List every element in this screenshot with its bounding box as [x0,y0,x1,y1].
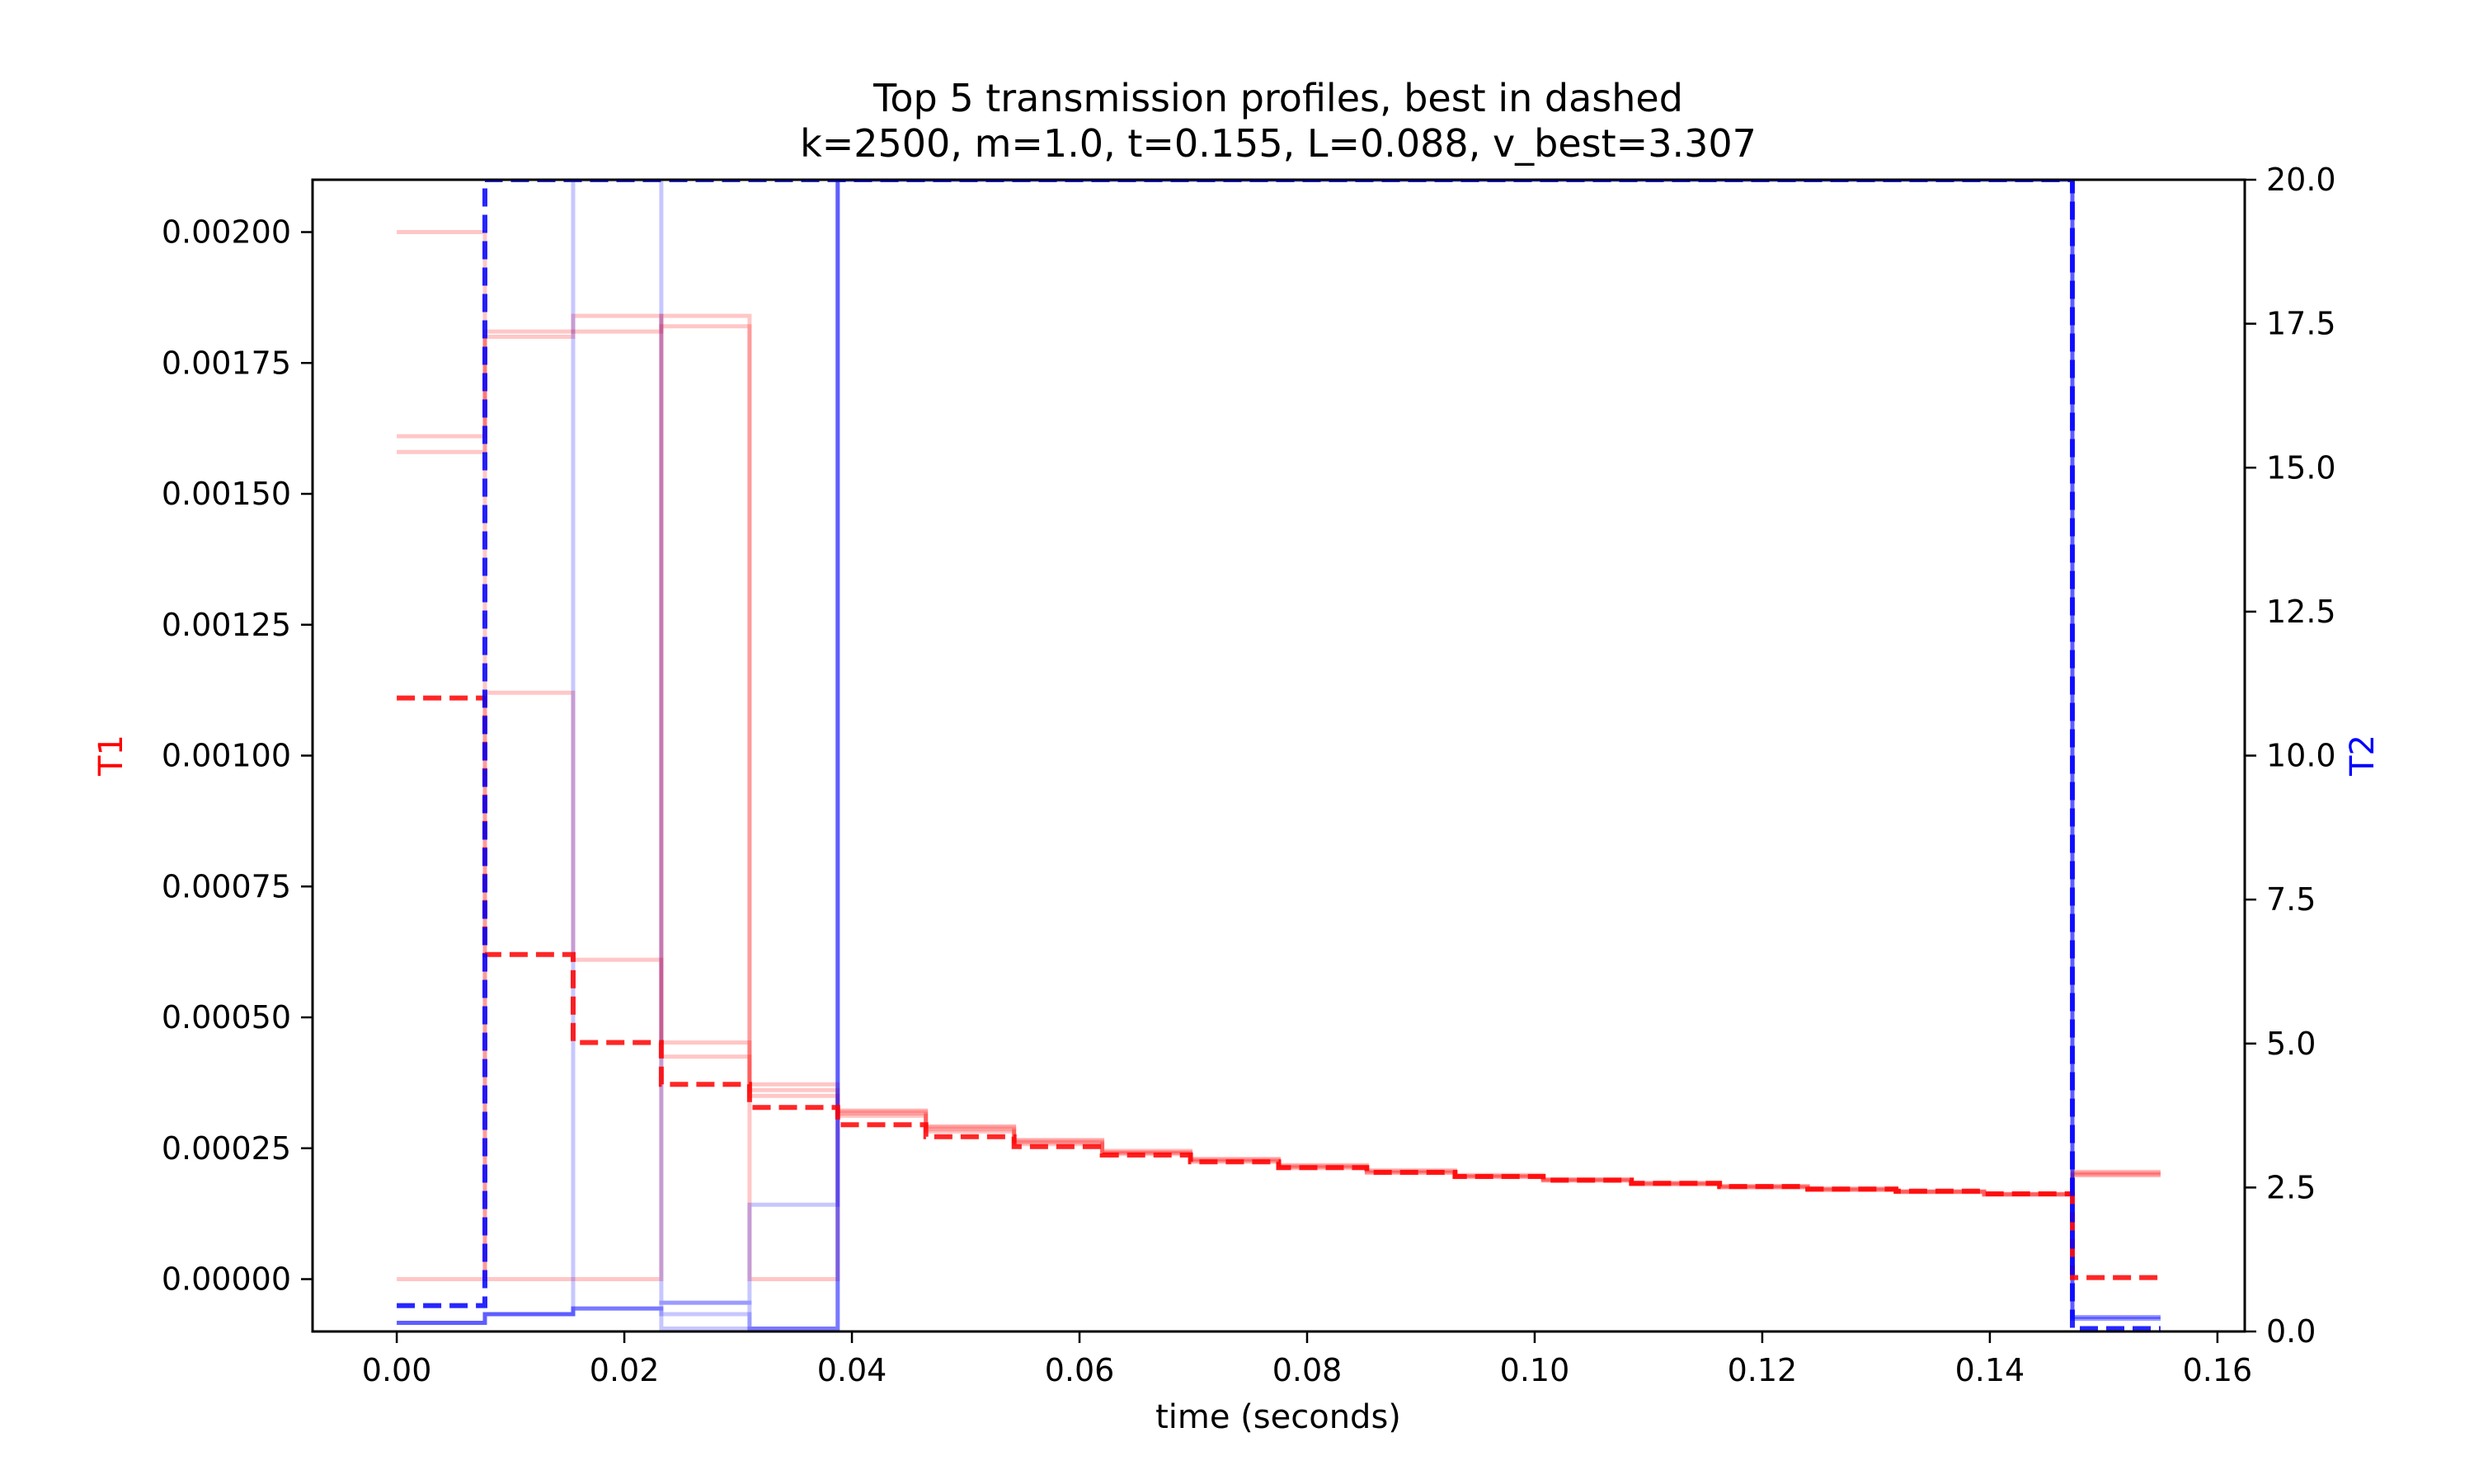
x-tick-label: 0.14 [1955,1352,2025,1388]
y-axis-right: 0.0 2.5 5.0 7.5 10.0 12.5 15.0 17.5 20.0 [2245,162,2336,1350]
y-right-tick-label: 5.0 [2266,1026,2316,1062]
y-right-tick-label: 12.5 [2266,594,2336,630]
y-left-tick-label: 0.00150 [162,476,291,512]
x-tick-label: 0.00 [362,1352,432,1388]
x-axis-label: time (seconds) [1155,1398,1401,1436]
t2-series-3 [397,180,2161,1331]
chart-title: Top 5 transmission profiles, best in das… [872,76,1683,120]
y-left-tick-label: 0.00100 [162,738,291,774]
y-left-tick-label: 0.00025 [162,1130,291,1167]
y-left-tick-label: 0.00175 [162,345,291,381]
x-tick-label: 0.16 [2183,1352,2253,1388]
y-right-tick-label: 15.0 [2266,449,2336,486]
chart-subtitle: k=2500, m=1.0, t=0.155, L=0.088, v_best=… [800,121,1757,166]
y-axis-right-label: T2 [2344,735,2382,777]
y-right-tick-label: 10.0 [2266,738,2336,774]
x-axis: 0.00 0.02 0.04 0.06 0.08 0.10 0.12 0.14 0.16 [362,1331,2252,1388]
series-layer [397,180,2161,1331]
x-tick-label: 0.10 [1500,1352,1570,1388]
y-left-tick-label: 0.00075 [162,868,291,904]
x-tick-label: 0.12 [1728,1352,1798,1388]
t2-series-4 [397,180,2161,1331]
y-axis-left: 0.00000 0.00025 0.00050 0.00075 0.00100 0.001… [162,214,313,1298]
y-left-tick-label: 0.00050 [162,999,291,1036]
x-tick-label: 0.08 [1272,1352,1343,1388]
y-right-tick-label: 7.5 [2266,881,2316,918]
y-left-tick-label: 0.00000 [162,1261,291,1298]
x-tick-label: 0.06 [1045,1352,1115,1388]
y-axis-left-label: T1 [92,735,130,777]
y-right-tick-label: 17.5 [2266,306,2336,342]
t1-best-series [397,695,2161,1280]
y-right-tick-label: 0.0 [2266,1313,2316,1350]
y-right-tick-label: 20.0 [2266,162,2336,198]
y-left-tick-label: 0.00200 [162,214,291,251]
t2-series-5 [397,180,2161,1331]
y-right-tick-label: 2.5 [2266,1169,2316,1205]
x-tick-label: 0.02 [590,1352,660,1388]
y-left-tick-label: 0.00125 [162,607,291,643]
x-tick-label: 0.04 [817,1352,887,1388]
